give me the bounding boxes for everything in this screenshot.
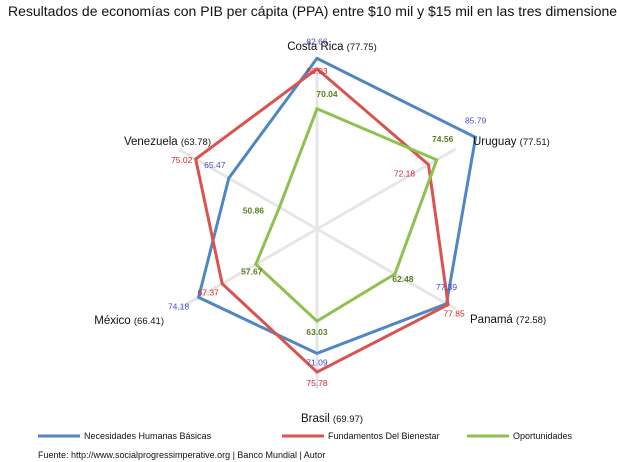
data-label: 70.04 — [316, 89, 338, 99]
axis-label: México (66.41) — [94, 315, 164, 327]
data-label: 77.39 — [436, 282, 458, 292]
series-line-0 — [196, 56, 478, 356]
axis-label-name: México — [94, 315, 134, 327]
data-label: 74.18 — [168, 301, 190, 311]
axis-spoke-5 — [177, 147, 318, 231]
data-labels: 82.66 85.79 77.39 71.09 74.18 65.47 80.03 72.18… — [168, 36, 487, 388]
axis-spoke-4 — [177, 227, 318, 311]
data-label: 82.66 — [306, 36, 328, 46]
axis-spoke-2 — [316, 227, 457, 311]
data-label: 85.79 — [465, 115, 487, 125]
axis-label: Venezuela (63.78) — [124, 136, 211, 148]
grid — [177, 69, 457, 389]
series-lines — [194, 56, 478, 374]
legend-label-2: Oportunidades — [513, 431, 573, 441]
axis-label-score: (63.78) — [181, 137, 211, 148]
data-label: 74.56 — [432, 134, 454, 144]
axis-labels: Costa Rica (77.75) Uruguay (77.51) Panamá … — [94, 41, 550, 425]
axis-label: Costa Rica (77.75) — [287, 41, 377, 53]
axis-label-name: Panamá — [470, 314, 516, 326]
chart-title: Resultados de economías con PIB per cápi… — [8, 3, 617, 19]
legend-label-0: Necesidades Humanas Básicas — [84, 431, 212, 441]
axis-label-name: Venezuela — [124, 136, 181, 148]
data-label: 62.48 — [392, 274, 414, 284]
axis-label: Panamá (72.58) — [470, 314, 546, 326]
axis-label-name: Costa Rica — [287, 41, 346, 53]
data-label: 72.18 — [394, 169, 416, 179]
series-line-1 — [194, 66, 450, 374]
data-label: 71.09 — [306, 357, 328, 367]
axis-label-score: (77.75) — [347, 42, 377, 53]
source-note: Fuente: http://www.socialprogressimperat… — [38, 450, 325, 460]
axis-spoke-1 — [316, 147, 457, 231]
axis-label-name: Uruguay — [473, 136, 520, 148]
axis-label: Brasil (69.97) — [301, 413, 363, 425]
data-label: 67.37 — [198, 288, 220, 298]
data-label: 57.67 — [241, 266, 263, 276]
data-label: 80.03 — [306, 66, 328, 76]
legend: Necesidades Humanas Básicas Fundamentos D… — [38, 431, 573, 441]
axis-label-score: (69.97) — [333, 414, 363, 425]
axis-label-score: (66.41) — [134, 316, 164, 327]
axis-label-score: (72.58) — [516, 315, 546, 326]
data-label: 77.85 — [443, 309, 465, 319]
data-label: 65.47 — [204, 160, 226, 170]
series-line-2 — [254, 106, 439, 323]
data-label: 75.78 — [306, 378, 328, 388]
data-label: 50.86 — [243, 205, 265, 215]
legend-label-1: Fundamentos Del Bienestar — [328, 431, 440, 441]
axis-label-score: (77.51) — [520, 137, 550, 148]
axis-label: Uruguay (77.51) — [473, 136, 550, 148]
axis-label-name: Brasil — [301, 413, 333, 425]
data-label: 75.02 — [171, 155, 193, 165]
data-label: 63.03 — [306, 327, 328, 337]
